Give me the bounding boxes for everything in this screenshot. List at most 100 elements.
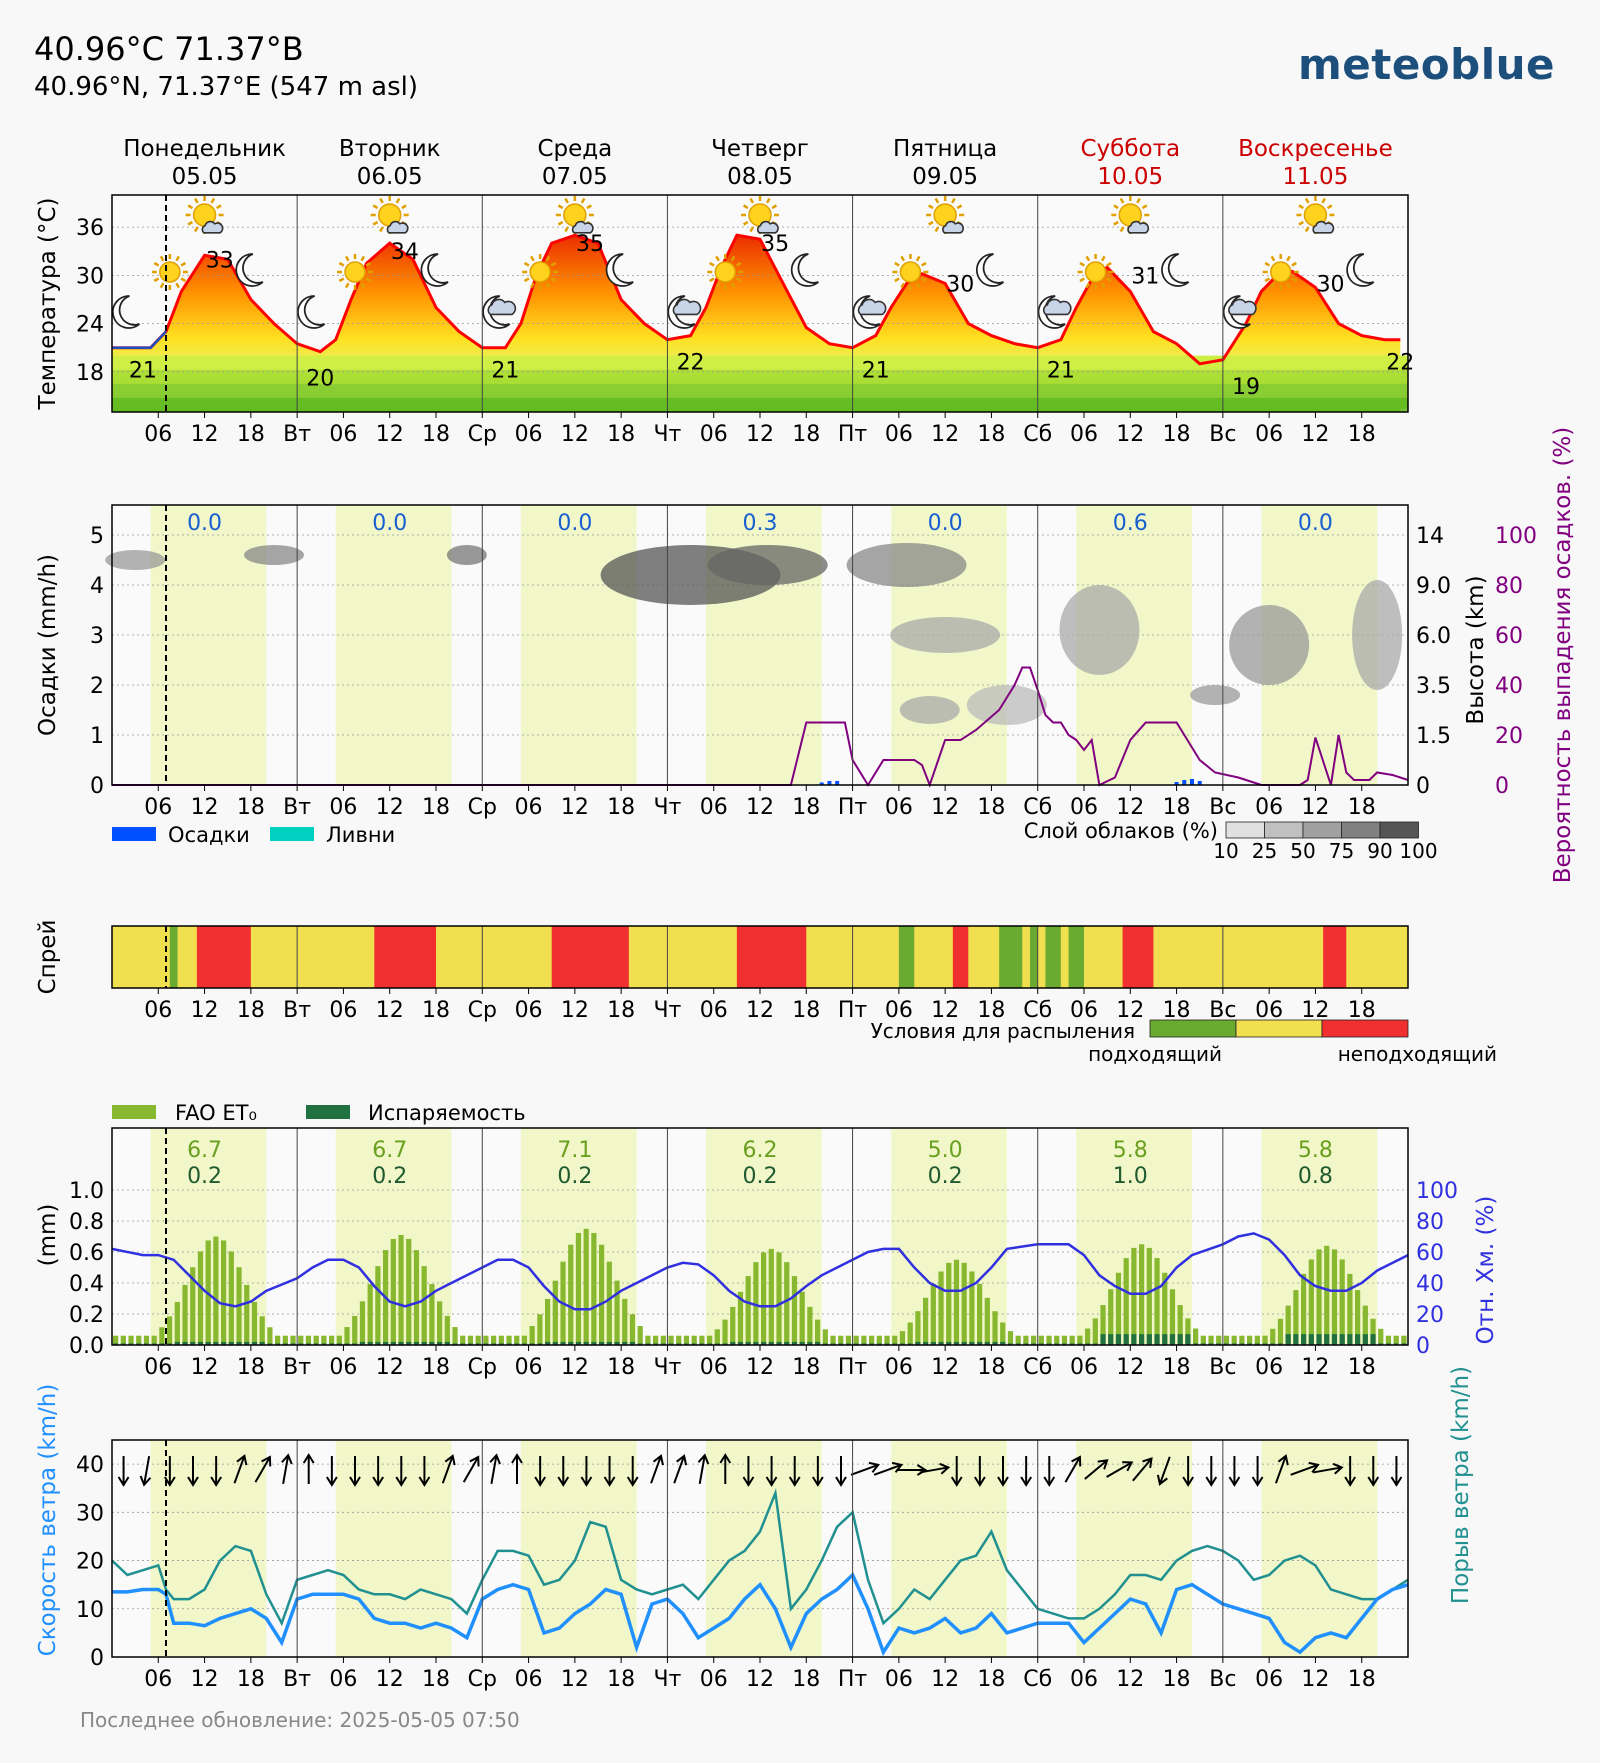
x-tick-label: 12 xyxy=(931,1667,959,1692)
evap-bar xyxy=(591,1341,597,1345)
wind-panel: 0 10 20 30 40 Скорость ветра (km/h) Порыв ветр… xyxy=(35,1366,1474,1692)
wind-arrow-icon xyxy=(1290,1461,1320,1476)
fao-bar xyxy=(614,1280,620,1345)
daylight-band xyxy=(1076,1440,1192,1657)
wind-arrow-icon xyxy=(511,1453,523,1484)
fao-bar xyxy=(861,1335,867,1345)
fao-bar xyxy=(606,1261,612,1345)
evap-bar xyxy=(1331,1334,1338,1345)
fao-bar xyxy=(336,1335,342,1345)
evap-bar xyxy=(737,1341,744,1345)
x-tick-label: 06 xyxy=(1070,795,1098,820)
x-tick-label: 18 xyxy=(607,795,635,820)
fao-bar xyxy=(730,1306,736,1345)
y-tick-label: 1 xyxy=(90,724,104,749)
fao-bar xyxy=(321,1335,327,1345)
sun-icon xyxy=(707,254,744,290)
evap-bar xyxy=(869,1343,875,1345)
evap-bar xyxy=(830,1343,836,1345)
fao-bar xyxy=(653,1335,659,1345)
x-tick-label: 18 xyxy=(1348,1355,1376,1380)
fao-bar xyxy=(876,1335,882,1345)
x-tick-label: 06 xyxy=(1070,998,1098,1023)
y-tick-label: 0.8 xyxy=(69,1210,104,1235)
fao-bar xyxy=(984,1297,990,1345)
evap-bar xyxy=(953,1341,960,1345)
spray-segment xyxy=(1045,926,1062,988)
spray-legend-mid xyxy=(1235,1019,1323,1038)
x-tick-label: 12 xyxy=(191,1667,219,1692)
x-tick-label: 06 xyxy=(1070,1667,1098,1692)
evap-bar xyxy=(552,1341,558,1345)
cold-stripe xyxy=(112,397,1408,412)
x-tick-label: 18 xyxy=(607,422,635,447)
x-tick-label: 06 xyxy=(700,1355,728,1380)
height-tick-label: 6.0 xyxy=(1416,624,1451,649)
wind-arrow-icon xyxy=(1156,1456,1171,1486)
evap-bar xyxy=(1293,1334,1299,1345)
temperature-line xyxy=(112,233,1401,366)
cloud-icon xyxy=(1043,298,1072,316)
x-tick-label: Вс xyxy=(1209,422,1236,447)
sun-icon xyxy=(185,196,224,234)
day-date: 05.05 xyxy=(172,164,238,190)
cloud-blob xyxy=(899,696,960,724)
day-date: 07.05 xyxy=(542,164,608,190)
x-tick-label: 12 xyxy=(191,422,219,447)
wind-arrow-icon xyxy=(1106,1461,1134,1478)
fao-bar xyxy=(506,1335,512,1345)
cloud-icon xyxy=(857,298,887,316)
fao-bar xyxy=(830,1335,836,1345)
temp-min-label: 19 xyxy=(1232,375,1260,400)
cold-stripe xyxy=(112,383,1408,398)
y-axis-title: Спрей xyxy=(35,920,61,995)
fao-bar xyxy=(753,1262,759,1345)
brand-logo[interactable]: meteoblue xyxy=(1298,40,1556,89)
wind-arrow-icon xyxy=(1251,1456,1264,1487)
cloud-icon xyxy=(1312,220,1335,234)
fao-bar xyxy=(1085,1328,1091,1345)
x-tick-label: 06 xyxy=(1070,422,1098,447)
cloud-legend-swatch xyxy=(1379,821,1419,839)
fao-bar xyxy=(1031,1335,1037,1345)
cloud-blob xyxy=(1190,685,1241,705)
moon-icon xyxy=(605,253,634,287)
fao-bar xyxy=(413,1250,420,1345)
evap-bar xyxy=(714,1343,720,1345)
x-tick-label: 12 xyxy=(1301,795,1329,820)
evap-bar xyxy=(992,1341,998,1345)
x-tick-label: 06 xyxy=(144,1355,172,1380)
fao-bar xyxy=(1185,1318,1191,1345)
probability-axis-title: Вероятность выпадения осадков. (%) xyxy=(1550,427,1576,884)
cloud-blob xyxy=(446,545,487,565)
x-tick-label: Ср xyxy=(468,422,497,447)
evap-bar xyxy=(1092,1343,1098,1345)
spray-segment xyxy=(1060,926,1070,988)
cloud-icon xyxy=(942,220,964,234)
wind-arrow-icon xyxy=(395,1456,408,1487)
wind-arrow-icon xyxy=(1205,1456,1218,1487)
x-axis-labels: 06 12 18 Вт 06 12 18 Ср 06 12 18 Чт 06 12 18 Пт 06 12 18 Сб… xyxy=(144,1345,1376,1380)
x-tick-label: 12 xyxy=(561,1355,589,1380)
probability-tick-label: 60 xyxy=(1495,624,1523,649)
fao-bar xyxy=(953,1259,960,1345)
evap-bar xyxy=(583,1341,589,1345)
fao-bar xyxy=(174,1301,180,1345)
evap-bar xyxy=(614,1341,620,1345)
y-tick-label: 0.2 xyxy=(69,1303,104,1328)
x-tick-label: Вс xyxy=(1209,795,1236,820)
gust-axis-title: Порыв ветра (km/h) xyxy=(1448,1366,1474,1604)
day-name: Суббота xyxy=(1080,136,1180,162)
x-tick-label: 12 xyxy=(931,1355,959,1380)
spray-segment xyxy=(436,926,553,988)
x-tick-label: 18 xyxy=(977,422,1005,447)
day-name: Четверг xyxy=(711,136,809,162)
height-tick-label: 9.0 xyxy=(1416,574,1451,599)
fao-bar xyxy=(537,1314,543,1345)
x-tick-label: 18 xyxy=(1163,795,1191,820)
x-tick-label: 18 xyxy=(792,1667,820,1692)
evap-bar xyxy=(568,1341,574,1345)
fao-bar xyxy=(1115,1272,1122,1345)
evap-bar xyxy=(1200,1343,1206,1345)
